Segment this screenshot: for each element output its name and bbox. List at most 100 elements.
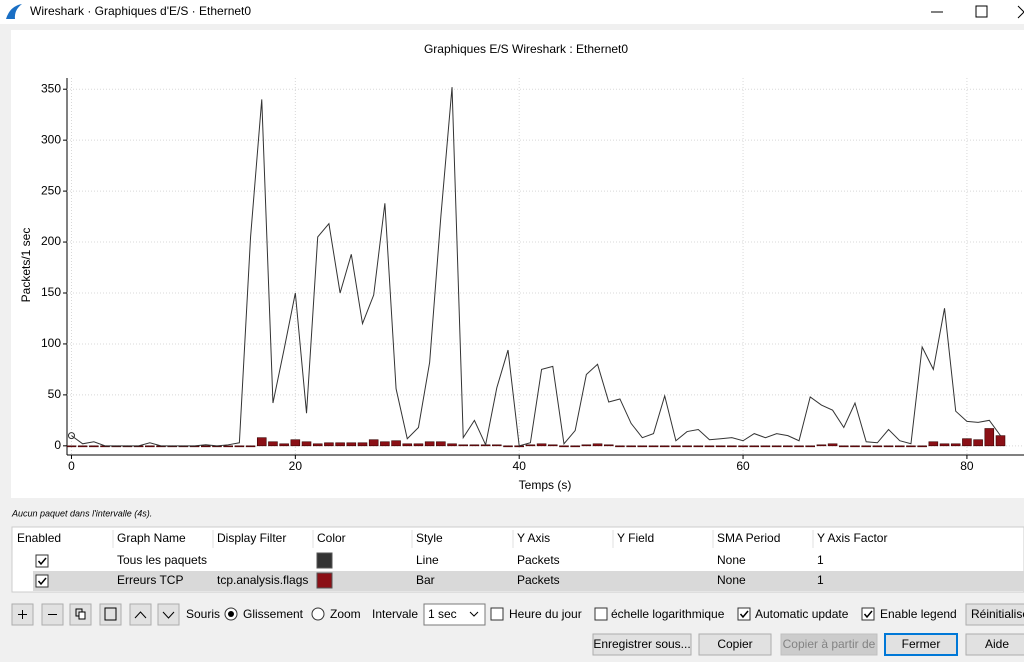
bar (995, 435, 1006, 447)
app-icon (6, 4, 22, 19)
enabled-checkbox[interactable] (35, 574, 49, 588)
mouse-label: Souris (186, 607, 220, 621)
column-header: Y Field (617, 531, 654, 545)
radio-zoom[interactable] (311, 607, 325, 621)
column-header: Color (317, 531, 346, 545)
bar (268, 441, 278, 447)
bar (939, 443, 950, 447)
x-axis-label: Temps (s) (519, 478, 572, 492)
bar (603, 444, 614, 447)
cell: Tous les paquets (117, 553, 207, 567)
bar (324, 442, 334, 447)
auto-update-checkbox[interactable] (737, 607, 751, 621)
bar (368, 439, 379, 447)
y-tick-label: 50 (48, 387, 62, 401)
button[interactable] (965, 633, 1024, 656)
bar (962, 438, 972, 447)
bar (201, 445, 211, 448)
bar (424, 441, 435, 447)
check-mark (863, 610, 873, 619)
cell: Line (416, 553, 439, 567)
bar (928, 441, 939, 447)
enabled-checkbox[interactable] (35, 554, 49, 568)
bar (391, 440, 401, 447)
bar (659, 445, 670, 448)
log-scale-checkbox[interactable] (594, 607, 608, 621)
bar (839, 445, 849, 448)
button[interactable] (884, 633, 958, 656)
color-swatch (316, 552, 333, 569)
y-tick-label: 0 (54, 438, 61, 452)
button[interactable] (698, 633, 772, 656)
time-of-day-label: Heure du jour (509, 607, 582, 621)
time-of-day-checkbox[interactable] (490, 607, 504, 621)
x-tick-label: 80 (960, 459, 974, 473)
drag-label: Glissement (243, 607, 304, 621)
bar (917, 445, 927, 448)
icon (469, 611, 479, 617)
bar (279, 443, 289, 447)
bar (749, 445, 760, 448)
color-swatch (316, 572, 333, 589)
column-header: SMA Period (717, 531, 780, 545)
bar (704, 445, 715, 448)
log-scale-label: échelle logarithmique (611, 607, 725, 621)
bar (783, 445, 793, 448)
bar (894, 445, 905, 448)
clear-graphs[interactable] (99, 603, 122, 626)
bar (950, 443, 961, 447)
legend-label: Enable legend (880, 607, 957, 621)
move-down[interactable] (157, 603, 180, 626)
column-header: Y Axis (517, 531, 550, 545)
toolbar: Souris Glissement Zoom Intervale 1 sec H… (11, 603, 1024, 626)
icon (104, 607, 117, 621)
button-label: Fermer (902, 637, 941, 651)
bar (402, 443, 413, 447)
bar (492, 444, 502, 447)
interval-select[interactable] (423, 603, 486, 626)
column-header: Enabled (17, 531, 61, 545)
bar (447, 443, 457, 447)
button[interactable] (592, 633, 692, 656)
bar (626, 445, 636, 448)
bar (245, 445, 256, 448)
x-tick-label: 0 (68, 459, 75, 473)
bar (816, 444, 827, 447)
reset-button[interactable] (965, 603, 1024, 626)
bar (559, 445, 569, 448)
y-axis-label: Packets/1 sec (19, 228, 33, 303)
button-label: Copier à partir de (783, 637, 876, 651)
icon (78, 611, 86, 620)
x-tick-label: 60 (736, 459, 750, 473)
cell: 1 (817, 573, 824, 587)
maximize[interactable] (975, 5, 988, 18)
bar (66, 445, 77, 448)
button-label: Aide (985, 637, 1009, 651)
bar (760, 445, 771, 448)
bar (906, 445, 916, 448)
column-header: Style (416, 531, 443, 545)
bar (312, 443, 323, 447)
button-label: Copier (717, 637, 752, 651)
bar (346, 442, 357, 447)
cell: Bar (416, 573, 435, 587)
move-up[interactable] (129, 603, 152, 626)
reset-label: Réinitialise (971, 607, 1024, 621)
plot: 0 50 100 150 200 250 300 350 0 20 40 60 80 (41, 78, 1024, 473)
bar (234, 445, 245, 448)
bar (458, 444, 469, 447)
close[interactable] (1017, 5, 1024, 19)
interval-value: 1 sec (428, 607, 457, 621)
cell: Packets (517, 573, 560, 587)
bar (738, 445, 748, 448)
x-tick-label: 20 (289, 459, 303, 473)
bar (77, 445, 88, 448)
bar (301, 441, 312, 447)
legend-checkbox[interactable] (861, 607, 875, 621)
y-tick-label: 300 (41, 132, 61, 146)
table-body: Enabled Graph Name Display Filter Color Styl… (17, 530, 887, 589)
y-tick-label: 100 (41, 336, 61, 350)
bar (648, 445, 659, 448)
bar (727, 445, 737, 448)
